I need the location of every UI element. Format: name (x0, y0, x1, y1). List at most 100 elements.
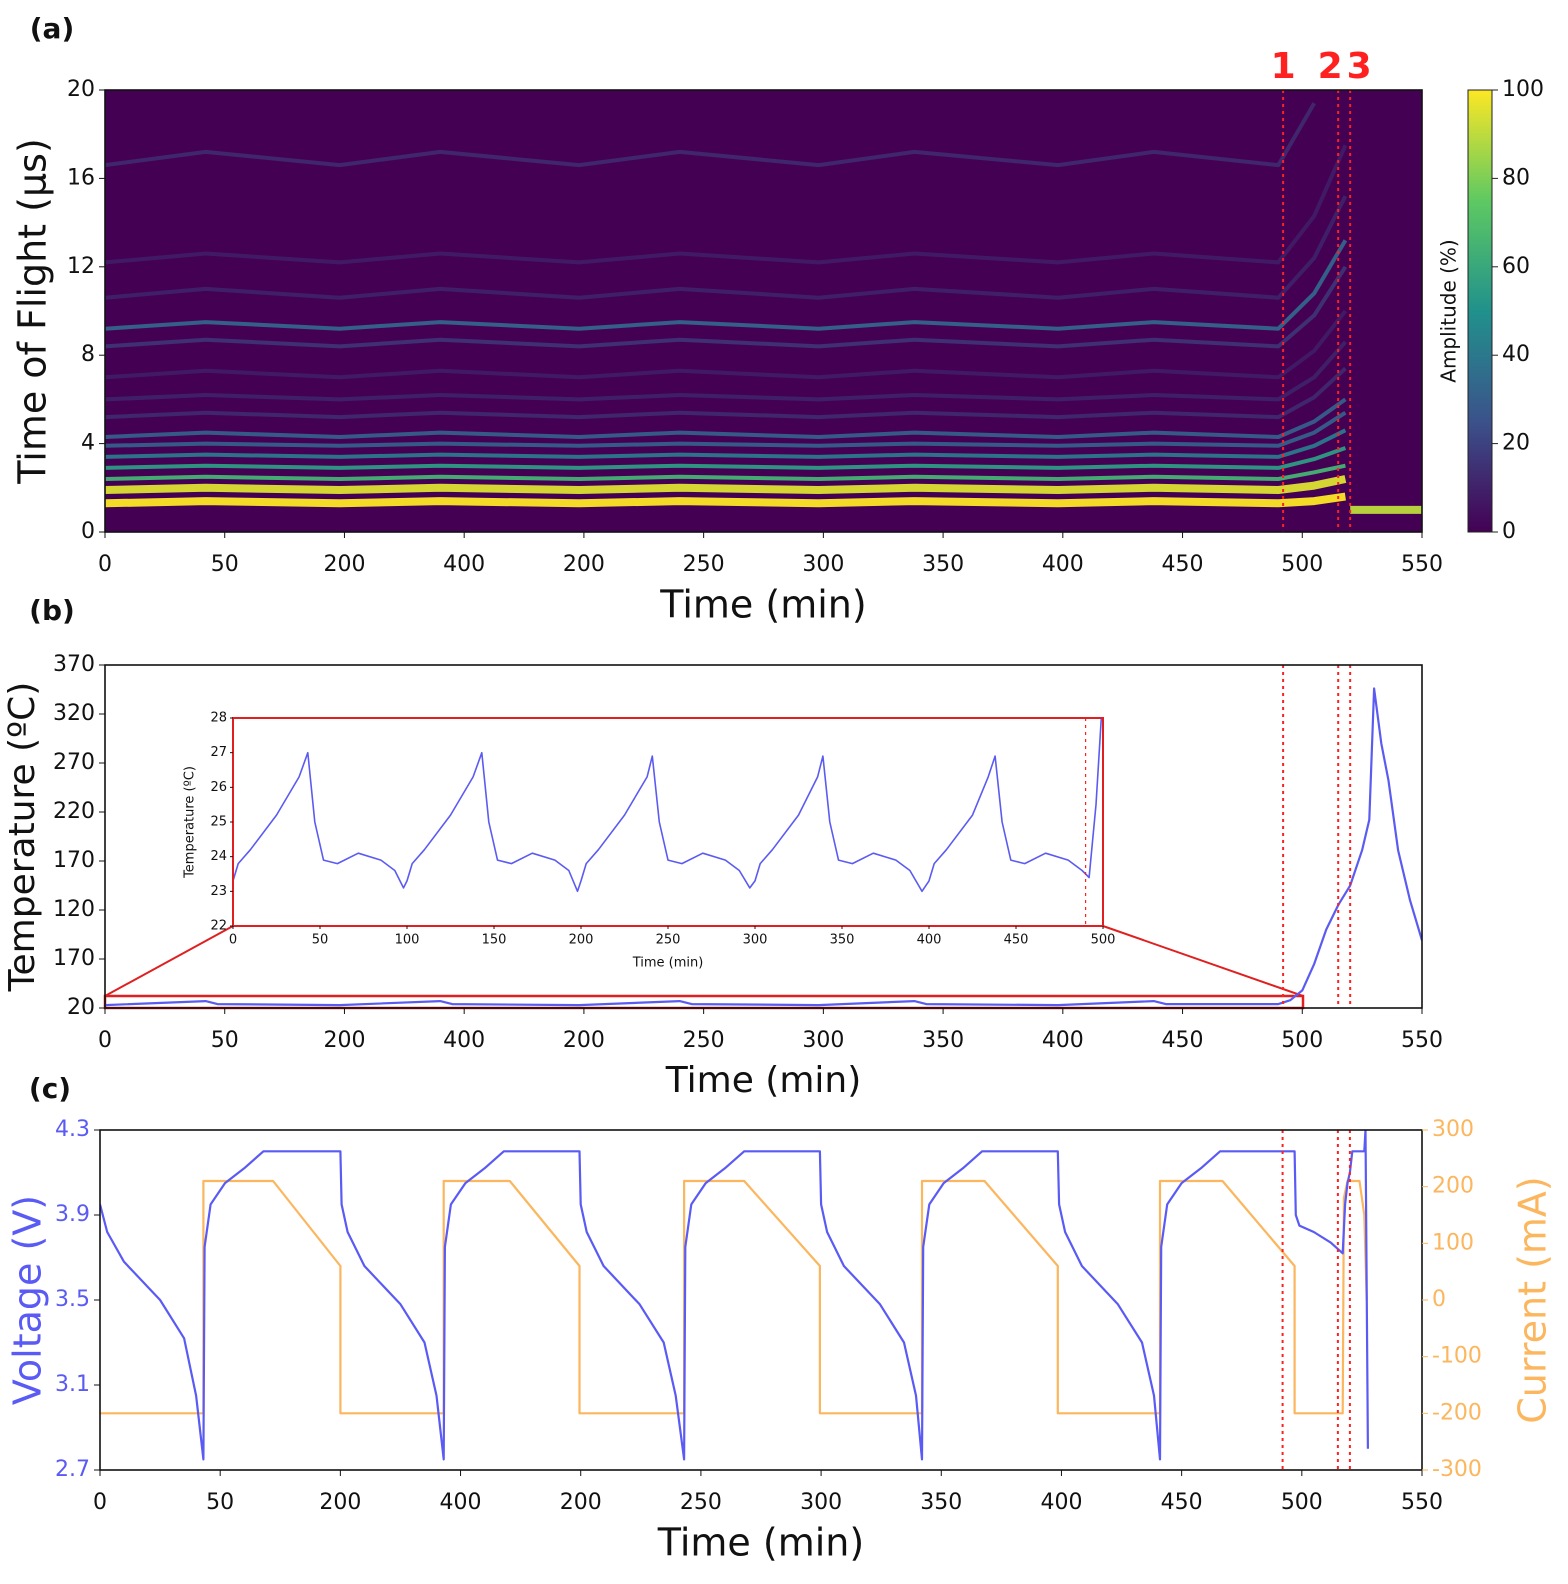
x-tick-label: 500 (1281, 1028, 1323, 1053)
x-tick-label: 350 (922, 1028, 964, 1053)
x-axis-label: Time (min) (632, 956, 704, 971)
echo-band (105, 463, 1346, 481)
y-tick-label: 26 (210, 780, 227, 795)
y-tick-label: 120 (53, 897, 95, 922)
y-tick-label: 3.9 (55, 1202, 90, 1227)
zoom-guides (103, 718, 1305, 1010)
echo-band (105, 367, 1347, 420)
x-tick-label: 200 (319, 1490, 361, 1515)
x-tick-label: 50 (206, 1490, 234, 1515)
y-tick-label: 170 (53, 848, 95, 873)
panel: 0 50 100 150 200 250 300 350 400 450 500 22 23 24 25 26… (183, 711, 1116, 971)
x-tick-label: 300 (802, 1028, 844, 1053)
x-tick-label: 550 (1401, 1490, 1443, 1515)
colorbar-tick-label: 100 (1502, 77, 1544, 102)
y2-axis-label: Current (mA) (1511, 1176, 1555, 1423)
echo-band (105, 446, 1347, 470)
y-tick-label: 20 (67, 995, 95, 1020)
x-tick-label: 500 (1281, 552, 1323, 577)
y2-tick-label: 300 (1432, 1117, 1474, 1142)
y2-tick-label: -200 (1432, 1400, 1482, 1425)
x-tick-label: 0 (98, 552, 112, 577)
x-axis-label: Time (min) (657, 1521, 864, 1565)
x-tick-label: 500 (1091, 933, 1116, 948)
y-tick-label: 8 (81, 342, 95, 367)
plot-area (105, 687, 1422, 1007)
x-tick-label: 350 (922, 552, 964, 577)
y-tick-label: 370 (53, 652, 95, 677)
zoom-connector (1102, 925, 1304, 997)
echo-band (105, 340, 1347, 402)
panel-label: (a) (30, 12, 75, 45)
x-tick-label: 400 (1042, 1028, 1084, 1053)
line-series (105, 687, 1422, 1007)
y-tick-label: 16 (67, 165, 95, 190)
x-tick-label: 550 (1401, 1028, 1443, 1053)
echo-band (105, 195, 1348, 300)
x-axis-label: Time (min) (665, 1060, 862, 1101)
x-tick-label: 200 (323, 552, 365, 577)
colorbar-tick-label: 80 (1502, 165, 1530, 190)
echo-band (105, 239, 1348, 331)
plot-area (105, 90, 1422, 532)
x-tick-label: 350 (920, 1490, 962, 1515)
x-tick-label: 300 (743, 933, 768, 948)
x-tick-label: 50 (211, 552, 239, 577)
x-axis-label: Time (min) (659, 583, 866, 627)
line-series (100, 1179, 1368, 1415)
line-series (100, 1130, 1369, 1461)
x-tick-label: 300 (802, 552, 844, 577)
echo-band (105, 492, 1346, 508)
y-axis-label: Voltage (V) (6, 1195, 50, 1405)
x-tick-label: 250 (683, 1028, 725, 1053)
y-tick-label: 2.7 (55, 1457, 90, 1482)
x-tick-label: 250 (683, 552, 725, 577)
y-tick-label: 28 (210, 711, 227, 726)
x-tick-label: 200 (569, 933, 594, 948)
x-tick-label: 400 (1040, 1490, 1082, 1515)
inset-background (233, 718, 1103, 926)
x-tick-label: 450 (1004, 933, 1029, 948)
x-tick-label: 0 (98, 1028, 112, 1053)
panel-label: (c) (29, 1072, 71, 1105)
plot-area (233, 718, 1103, 893)
echo-band (105, 411, 1347, 448)
y2-tick-label: 0 (1432, 1287, 1446, 1312)
zoom-connector (104, 925, 234, 997)
y-tick-label: 320 (53, 701, 95, 726)
y-tick-label: 20 (67, 77, 95, 102)
echo-band (105, 428, 1347, 459)
y-tick-label: 12 (67, 254, 95, 279)
y-tick-label: 23 (210, 884, 227, 899)
y-tick-label: 3.5 (55, 1287, 90, 1312)
echo-band (105, 397, 1347, 439)
colorbar-tick-label: 40 (1502, 342, 1530, 367)
x-tick-label: 50 (312, 933, 329, 948)
x-tick-label: 250 (680, 1490, 722, 1515)
y-tick-label: 27 (210, 745, 227, 760)
x-tick-label: 200 (563, 552, 605, 577)
x-tick-label: 200 (563, 1028, 605, 1053)
y2-tick-label: 200 (1432, 1174, 1474, 1199)
echo-band (105, 144, 1348, 265)
y-tick-label: 270 (53, 750, 95, 775)
event-label: 2 (1318, 46, 1343, 87)
y-tick-label: 25 (210, 815, 227, 830)
y-tick-label: 0 (81, 519, 95, 544)
colorbar-tick-label: 20 (1502, 431, 1530, 456)
x-tick-label: 250 (656, 933, 681, 948)
y-tick-label: 220 (53, 799, 95, 824)
line-series (233, 718, 1103, 893)
event-label: 3 (1347, 46, 1372, 87)
x-tick-label: 400 (917, 933, 942, 948)
y-tick-label: 24 (210, 849, 227, 864)
x-tick-label: 0 (93, 1490, 107, 1515)
x-tick-label: 400 (440, 1490, 482, 1515)
x-tick-label: 50 (211, 1028, 239, 1053)
y2-tick-label: -100 (1432, 1344, 1482, 1369)
y2-tick-label: 100 (1432, 1230, 1474, 1255)
panel: 0 50 200 400 200 250 300 350 400 450 500 550 20 170 12… (2, 594, 1443, 1101)
y2-tick-label: -300 (1432, 1457, 1482, 1482)
y-tick-label: 4.3 (55, 1117, 90, 1142)
